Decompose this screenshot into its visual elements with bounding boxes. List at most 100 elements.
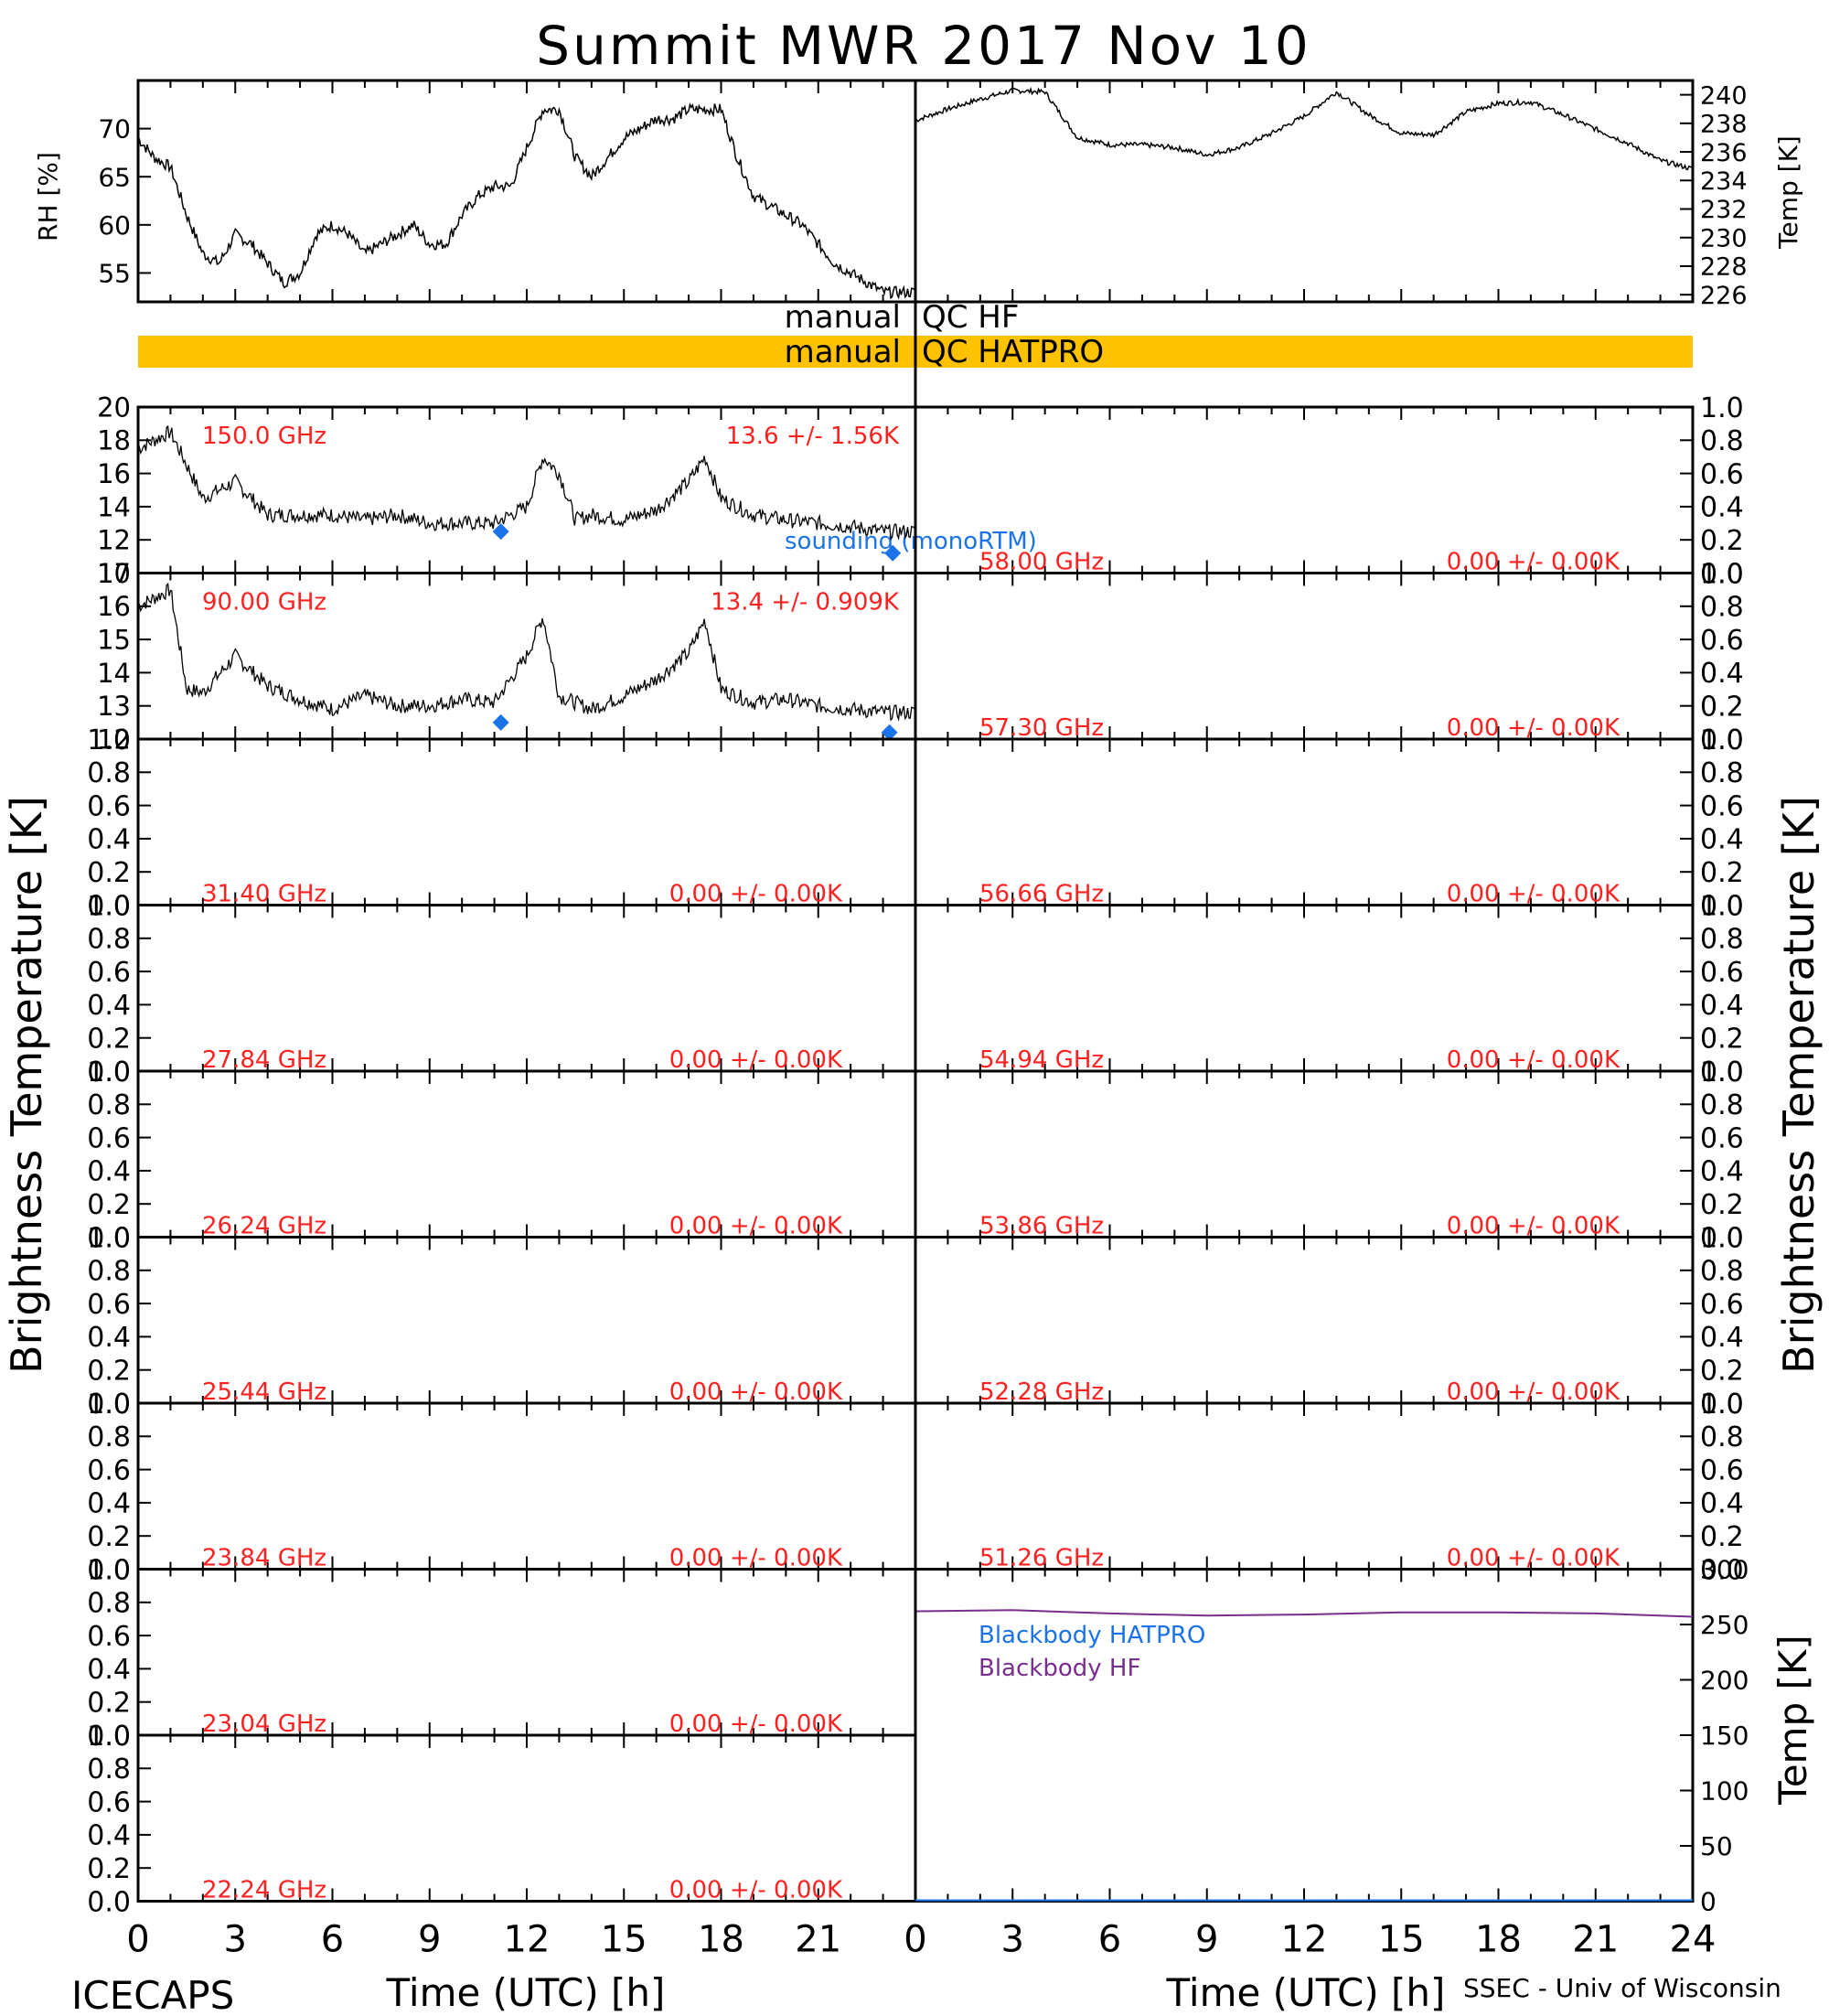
bt-23.84-panel-y-tick-label: 0.0 [87,1554,131,1586]
bt-23.84-channel-label: 23.84 GHz [202,1545,326,1572]
bt-53.86-stat-label: 0.00 +/- 0.00K [1447,1213,1620,1240]
bt-22.24-panel-y-tick-label: 0.0 [87,1886,131,1918]
blackbody-panel-y-tick-label: 200 [1700,1666,1749,1696]
bt-52.28-panel-y-tick-label: 0.8 [1700,1256,1744,1288]
bt-31.40-panel-y-tick-label: 0.0 [87,890,131,922]
temp-panel-y-tick-label: 238 [1700,111,1748,139]
bt-51.26-panel-y-tick-label: 0.4 [1700,1488,1744,1520]
bt-22.24-stat-label: 0.00 +/- 0.00K [669,1877,843,1904]
temp-panel-y-tick-label: 230 [1700,224,1748,252]
qc-hatpro-label-right: QC HATPRO [922,334,1104,370]
bt-27.84-panel-y-tick-label: 1.0 [87,890,131,922]
bt-27.84-panel-y-tick-label: 0.4 [87,990,131,1022]
bt-51.26-panel-y-tick-label: 0.2 [1700,1521,1744,1553]
x-tick-label: 24 [1670,1919,1717,1961]
blackbody-panel-y-tick-label: 50 [1700,1831,1733,1861]
bt-51.26-panel-y-tick-label: 0.0 [1700,1554,1744,1586]
bt-22.24-panel-y-tick-label: 1.0 [87,1721,131,1753]
qc-hf-label-right: QC HF [922,299,1019,336]
bt-51.26-panel-y-tick-label: 0.8 [1700,1421,1744,1453]
bt-27.84-channel-label: 27.84 GHz [202,1046,326,1074]
bt-26.24-stat-label: 0.00 +/- 0.00K [669,1213,843,1240]
bt-150-panel-y-tick-label: 10 [97,558,131,589]
bt-23.84-panel-y-tick-label: 0.2 [87,1521,131,1553]
bt-22.24-panel-y-tick-label: 0.2 [87,1853,131,1885]
bt-25.44-channel-label: 25.44 GHz [202,1378,326,1406]
temp-panel-y-tick-label: 240 [1700,81,1748,110]
bt-58.00-panel-y-tick-label: 0.8 [1700,425,1744,457]
blackbody-panel-y-tick-label: 250 [1700,1610,1749,1640]
blackbody-series-1 [914,1609,1694,1618]
bt-26.24-panel-y-tick-label: 0.2 [87,1189,131,1221]
bt-27.84-panel-y-tick-label: 0.0 [87,1056,131,1088]
bt-26.24-panel-y-tick-label: 0.0 [87,1222,131,1254]
bt-57.30-panel-y-tick-label: 1.0 [1700,558,1744,590]
bt-54.94-panel-y-tick-label: 0.6 [1700,957,1744,989]
bt-26.24-panel-y-tick-label: 1.0 [87,1056,131,1088]
bt-56.66-panel-y-tick-label: 0.6 [1700,790,1744,822]
bt-31.40-panel-y-tick-label: 1.0 [87,724,131,756]
bt-57.30-stat-label: 0.00 +/- 0.00K [1447,714,1620,742]
qc-hatpro-label-left: manual [785,334,901,370]
bt-58.00-panel-y-tick-label: 0.0 [1700,558,1744,590]
x-tick-label: 12 [1281,1919,1328,1961]
bt-150-channel-label: 150.0 GHz [202,423,326,450]
bt-56.66-panel-y-tick-label: 0.4 [1700,824,1744,856]
x-tick-label: 0 [904,1919,926,1961]
bt-150-panel-y-tick-label: 14 [97,491,131,522]
brightness-temperature-label-left: Brightness Temperature [K] [2,796,51,1374]
figure-title: Summit MWR 2017 Nov 10 [536,15,1310,77]
footer-left-label: ICECAPS [71,1973,234,2012]
bt-150-panel-y-tick-label: 20 [97,391,131,423]
bt-57.30-panel-y-tick-label: 0.2 [1700,692,1744,724]
bt-23.04-channel-label: 23.04 GHz [202,1710,326,1738]
x-tick-label: 6 [321,1919,344,1961]
bt-90-stat-label: 13.4 +/- 0.909K [711,589,900,617]
bt-150-panel-y-tick-label: 16 [97,458,131,489]
bt-25.44-panel-y-tick-label: 1.0 [87,1222,131,1254]
bt-58.00-panel-y-tick-label: 0.2 [1700,525,1744,557]
bt-22.24-panel-y-tick-label: 0.4 [87,1820,131,1852]
x-tick-label: 15 [1378,1919,1425,1961]
brightness-temperature-label-right: Brightness Temperature [K] [1774,796,1824,1374]
bt-52.28-panel-y-tick-label: 0.4 [1700,1322,1744,1354]
x-tick-label: 3 [1001,1919,1024,1961]
bt-58.00-channel-label: 58.00 GHz [979,549,1104,576]
bt-90-panel-y-tick-label: 17 [97,558,131,589]
bt-56.66-panel-y-tick-label: 0.0 [1700,890,1744,922]
footer-right-label: SSEC - Univ of Wisconsin [1463,1973,1781,2003]
rh-trace [137,102,916,300]
bt-23.84-stat-label: 0.00 +/- 0.00K [669,1545,843,1572]
bt-150-stat-label: 13.6 +/- 1.56K [726,423,900,450]
bt-26.24-panel-y-tick-label: 0.4 [87,1156,131,1188]
blackbody-panel-y-tick-label: 0 [1700,1887,1717,1917]
bt-23.84-panel-y-tick-label: 1.0 [87,1389,131,1421]
bt-90-panel-y-tick-label: 16 [97,591,131,622]
x-tick-label: 18 [1475,1919,1522,1961]
x-axis-label-right: Time (UTC) [h] [1166,1970,1446,2012]
bt-90-panel-y-tick-label: 15 [97,625,131,656]
blackbody-panel-y-tick-label: 300 [1700,1555,1749,1585]
bt-54.94-stat-label: 0.00 +/- 0.00K [1447,1046,1620,1074]
bt-51.26-stat-label: 0.00 +/- 0.00K [1447,1545,1620,1572]
bt-27.84-panel-y-tick-label: 0.6 [87,957,131,989]
bt-52.28-panel-y-tick-label: 0.6 [1700,1289,1744,1321]
bt-51.26-channel-label: 51.26 GHz [979,1545,1104,1572]
bt-53.86-panel-y-tick-label: 1.0 [1700,1056,1744,1088]
bt-90-panel-y-tick-label: 12 [97,724,131,755]
temp-panel-y-tick-label: 236 [1700,139,1748,167]
rh-panel-y-tick-label: 70 [98,114,131,145]
bt-57.30-panel-y-tick-label: 0.8 [1700,592,1744,624]
blackbody-hf-legend: Blackbody HF [979,1655,1140,1682]
bt-27.84-panel-y-tick-label: 0.8 [87,924,131,956]
bt-53.86-channel-label: 53.86 GHz [979,1213,1104,1240]
bt-52.28-stat-label: 0.00 +/- 0.00K [1447,1378,1620,1406]
rh-axis-label: RH [%] [33,152,63,241]
x-tick-label: 9 [418,1919,441,1961]
temp-trace [914,86,1694,171]
bt-150-trace [137,424,916,541]
bt-90-channel-label: 90.00 GHz [202,589,326,617]
qc-hf-label-left: manual [785,299,901,336]
